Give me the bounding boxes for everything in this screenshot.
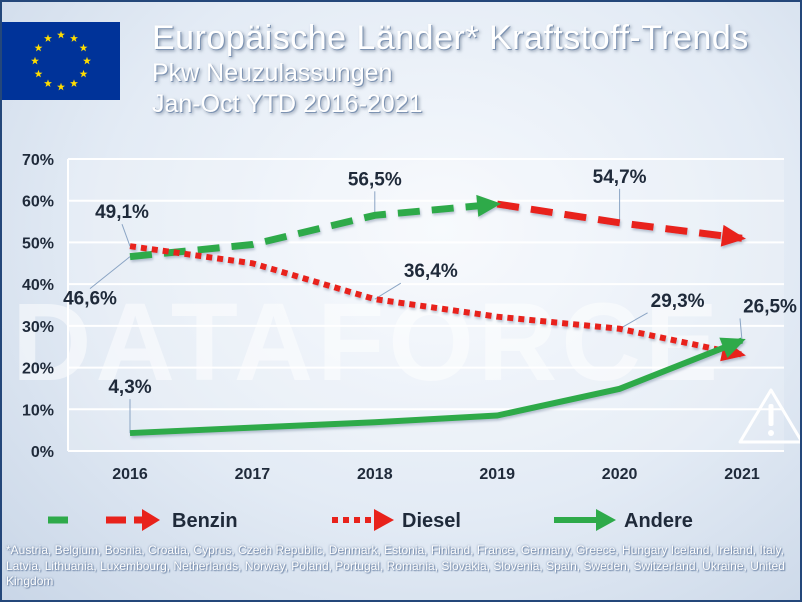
eu-star [79, 69, 88, 78]
data-label-diesel: 49,1% [95, 202, 149, 223]
eu-star [83, 56, 91, 65]
label-leader-line [89, 256, 131, 290]
series-arrow-andere [719, 337, 746, 359]
label-leader-line [619, 312, 648, 330]
eu-flag-icon [2, 22, 120, 100]
data-label-diesel: 29,3% [651, 291, 705, 312]
data-labels: 46,6% 56,5% 54,7% 49,1% 36,4% 29,3% 4,3% 26,5% [63, 167, 797, 398]
x-tick-label: 2016 [112, 466, 148, 483]
eu-star [34, 69, 43, 78]
series-line-andere [129, 337, 744, 437]
x-tick-label: 2020 [602, 466, 638, 483]
label-leader-line [374, 282, 402, 300]
eu-star [57, 82, 65, 91]
legend-arrow-andere [596, 509, 616, 531]
data-label-andere: 26,5% [743, 296, 797, 317]
legend-arrow-diesel [374, 509, 394, 531]
title-block: Europäische Länder* Kraftstoff-Trends Pk… [152, 18, 749, 120]
series-arrow-benzin [720, 224, 746, 247]
y-tick-label: 20% [22, 361, 54, 378]
watermark: DATAFORCE [12, 281, 722, 404]
eu-star [34, 43, 43, 52]
eu-star [44, 79, 52, 87]
x-tick-label: 2018 [357, 466, 393, 483]
y-tick-label: 70% [22, 152, 54, 169]
x-axis-ticks: 2016 2017 2018 2019 2020 2021 [112, 466, 760, 483]
data-label-benzin: 46,6% [63, 289, 117, 310]
eu-star [57, 30, 65, 39]
eu-star [31, 56, 39, 65]
eu-star [70, 34, 78, 42]
series-line-benzin-early [129, 200, 498, 261]
legend-label-andere: Andere [624, 510, 693, 532]
data-label-benzin: 56,5% [348, 169, 402, 190]
y-tick-label: 50% [22, 235, 54, 252]
y-tick-label: 40% [22, 277, 54, 294]
footnote-country-list: *Austria, Belgium, Bosnia, Croatia, Cypr… [6, 543, 785, 588]
legend-label-diesel: Diesel [402, 510, 461, 532]
label-leader-lines [89, 188, 743, 434]
series-lines [129, 194, 746, 437]
eu-star [44, 34, 52, 42]
x-tick-label: 2017 [235, 466, 271, 483]
y-tick-label: 10% [22, 402, 54, 419]
series-arrow-benzin-early [476, 194, 502, 217]
warning-triangle-icon [738, 388, 800, 444]
data-label-andere: 4,3% [108, 377, 151, 398]
legend-label-benzin: Benzin [172, 510, 238, 532]
eu-stars [31, 30, 91, 91]
chart-period: Jan-Oct YTD 2016-2021 [152, 90, 423, 118]
eu-star [79, 43, 88, 52]
label-leader-line [739, 318, 743, 341]
data-label-benzin: 54,7% [593, 167, 647, 188]
legend: Benzin Diesel Andere [48, 509, 693, 532]
x-tick-label: 2019 [479, 466, 515, 483]
series-line-diesel [129, 243, 743, 358]
series-line-benzin [496, 200, 743, 242]
y-tick-label: 0% [31, 444, 54, 461]
x-tick-label: 2021 [724, 466, 760, 483]
y-tick-label: 60% [22, 194, 54, 211]
data-label-diesel: 36,4% [404, 261, 458, 282]
label-leader-line [121, 224, 131, 247]
y-tick-label: 30% [22, 319, 54, 336]
legend-arrow-benzin [142, 509, 160, 531]
eu-star [70, 79, 78, 87]
chart-subtitle: Pkw Neuzulassungen [152, 59, 393, 87]
chart-title: Europäische Länder* Kraftstoff-Trends [152, 19, 749, 57]
y-axis-ticks: 0% 10% 20% 30% 40% 50% 60% 70% [22, 152, 54, 461]
